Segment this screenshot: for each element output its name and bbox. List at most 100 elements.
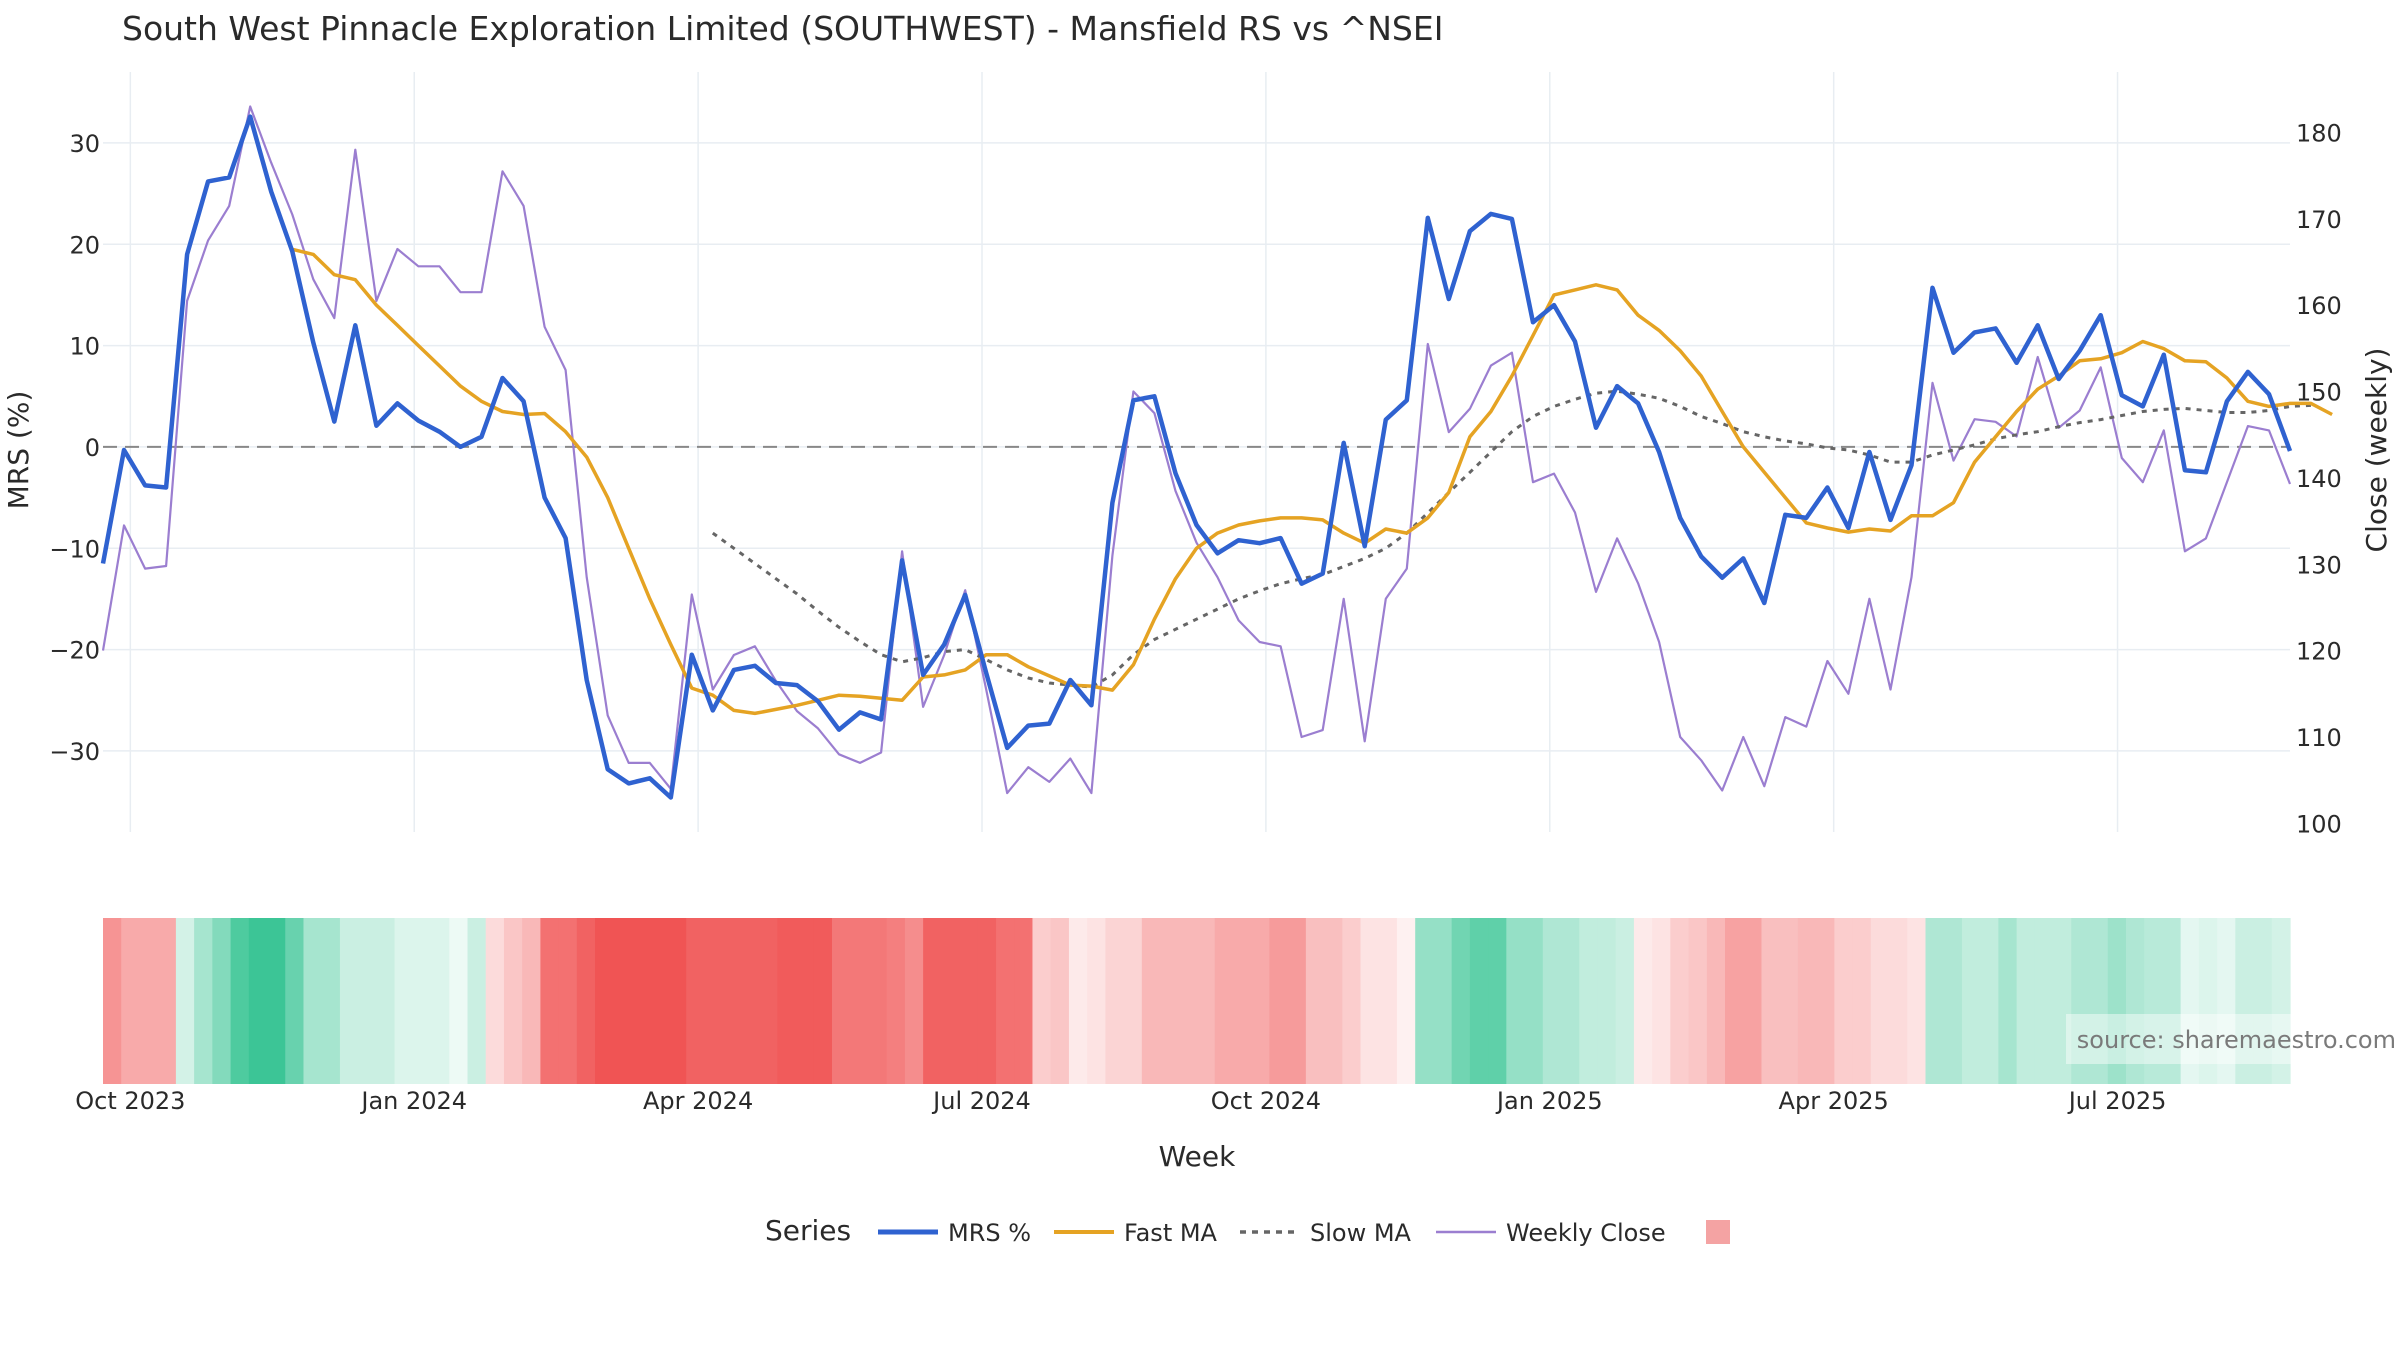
heat-band-cell [121,918,141,1084]
legend-item-slow-ma[interactable]: Slow MA [1240,1219,1412,1247]
heat-band-cell [1743,918,1763,1084]
x-tick-label: Apr 2024 [643,1087,753,1115]
heat-band-cell [1998,918,2018,1084]
x-tick-label: Oct 2023 [75,1087,185,1115]
heat-band-cell [1123,918,1143,1084]
heat-band-cell [1907,918,1927,1084]
x-tick-label: Jan 2024 [359,1087,467,1115]
legend-title: Series [765,1214,851,1247]
chart-title: South West Pinnacle Exploration Limited … [122,9,1443,48]
left-tick-label: −10 [49,535,100,563]
heat-band-cell [977,918,997,1084]
source-label: source: sharemaestro.com [2077,1026,2396,1054]
heat-band-cell [722,918,742,1084]
heat-band-cell [1615,918,1635,1084]
heat-band-cell [1852,918,1872,1084]
heat-band-cell [904,918,924,1084]
heat-band-cell [267,918,286,1084]
x-axis-ticks: Oct 2023 Jan 2024 Apr 2024 Jul 2024 Oct 2024… [75,1087,2166,1115]
heat-band-cell [412,918,432,1084]
legend-item-fast-ma[interactable]: Fast MA [1054,1219,1218,1247]
heat-band-cell [1870,918,1890,1084]
heat-band-cell [449,918,469,1084]
heat-band [103,918,2291,1084]
heat-band-cell [1451,918,1471,1084]
right-tick-label: 150 [2296,379,2342,407]
heat-band-cell [1105,918,1125,1084]
heat-band-cell [1706,918,1726,1084]
heat-band-cell [175,918,195,1084]
left-tick-label: 0 [85,434,100,462]
heat-band-cell [1141,918,1161,1084]
heat-band-cell [1652,918,1671,1084]
heat-band-cell [2053,918,2072,1084]
left-axis-ticks: 30 20 10 0 −10 −20 −30 [49,130,100,766]
heat-band-cell [1160,918,1179,1084]
series-lines [100,105,2333,800]
heat-band-cell [503,918,523,1084]
legend-label-mrs: MRS % [948,1219,1031,1247]
heat-band-cell [2180,918,2200,1084]
x-tick-label: Jul 2025 [2067,1087,2167,1115]
heat-band-cell [1050,918,1070,1084]
heat-band-cell [485,918,505,1084]
heat-band-cell [558,918,578,1084]
heat-band-cell [321,918,341,1084]
heat-band-cell [886,918,906,1084]
heat-band-cell [1579,918,1599,1084]
heat-band-cell [1287,918,1307,1084]
heat-band-cell [2034,918,2054,1084]
heat-band-cell [1269,918,1289,1084]
heat-band-cell [358,918,377,1084]
heat-band-cell [2071,918,2091,1084]
left-tick-label: −30 [49,738,100,766]
heat-band-cell [1178,918,1198,1084]
heat-band-cell [1087,918,1106,1084]
heat-band-cell [1943,918,1963,1084]
heat-band-cell [1834,918,1854,1084]
heat-band-cell [1524,918,1544,1084]
heat-band-cell [2217,918,2236,1084]
heat-band-cell [941,918,961,1084]
heat-band-cell [1488,918,1507,1084]
heat-band-cell [1415,918,1435,1084]
heat-band-cell [832,918,851,1084]
heat-band-cell [1688,918,1708,1084]
legend-item-weekly-close[interactable]: Weekly Close [1436,1219,1666,1247]
legend-label-fast-ma: Fast MA [1124,1219,1218,1247]
x-tick-label: Apr 2025 [1779,1087,1889,1115]
heat-band-cell [285,918,305,1084]
heat-band-cell [1633,918,1653,1084]
heat-band-cell [1816,918,1835,1084]
heat-band-cell [1014,918,1034,1084]
heat-band-cell [576,918,596,1084]
legend-item-mrs[interactable]: MRS % [878,1219,1031,1247]
heat-band-cell [339,918,359,1084]
heat-band-cell [996,918,1015,1084]
heat-band-cell [1305,918,1325,1084]
right-tick-label: 160 [2296,292,2342,320]
heat-band-cell [813,918,833,1084]
heat-band-cell [1925,918,1945,1084]
heat-band-cell [303,918,323,1084]
heat-band-cell [686,918,706,1084]
heat-band-cell [1469,918,1489,1084]
heat-band-cell [1561,918,1580,1084]
heat-band-cell [2107,918,2127,1084]
heat-band-cell [2144,918,2164,1084]
source-box [2066,1014,2400,1064]
legend-label-slow-ma: Slow MA [1310,1219,1412,1247]
heat-band-cell [1342,918,1362,1084]
heat-band-cell [759,918,778,1084]
legend-item-band[interactable] [1706,1220,1730,1244]
heat-band-cell [1032,918,1052,1084]
heat-band-cell [139,918,159,1084]
heat-band-cell [1506,918,1526,1084]
heat-band-cell [795,918,815,1084]
heat-band-cell [1889,918,1908,1084]
heat-band-cell [1779,918,1799,1084]
grid [103,72,2290,832]
heat-band-cell [868,918,888,1084]
heat-band-cell [194,918,213,1084]
